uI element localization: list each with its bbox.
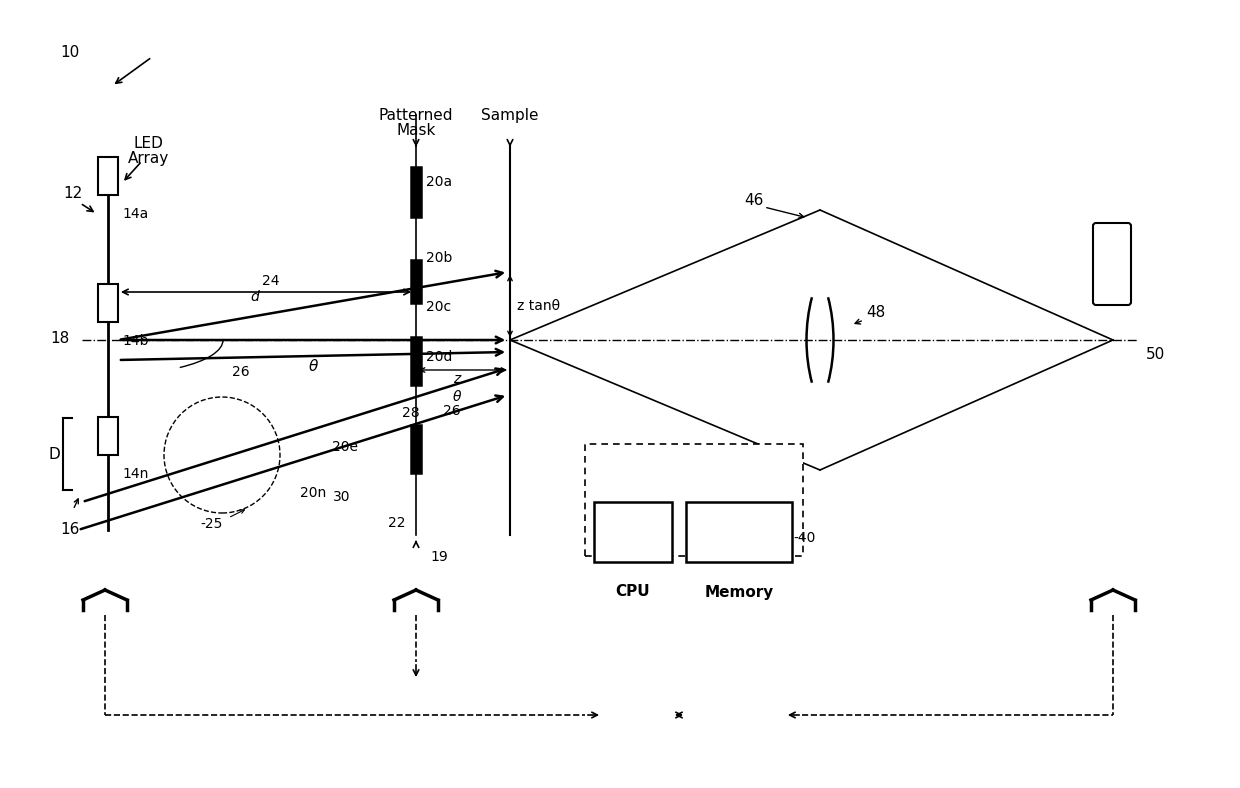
Text: z tanθ: z tanθ bbox=[517, 299, 560, 313]
Text: 44: 44 bbox=[687, 547, 704, 561]
Bar bbox=[594, 502, 672, 562]
Bar bbox=[98, 284, 118, 322]
Text: z: z bbox=[453, 372, 460, 386]
Text: 50: 50 bbox=[1146, 347, 1166, 362]
Text: $\theta$: $\theta$ bbox=[453, 388, 463, 403]
Text: -25: -25 bbox=[200, 517, 222, 531]
Text: Array: Array bbox=[128, 151, 169, 165]
Text: 20e: 20e bbox=[332, 440, 358, 454]
Text: 20d: 20d bbox=[427, 350, 453, 364]
Text: 16: 16 bbox=[60, 522, 79, 537]
Text: 10: 10 bbox=[60, 44, 79, 60]
FancyBboxPatch shape bbox=[585, 444, 804, 556]
Text: 12: 12 bbox=[63, 185, 82, 200]
Text: Sample: Sample bbox=[481, 107, 538, 122]
Text: 19: 19 bbox=[430, 550, 448, 564]
Text: -40: -40 bbox=[794, 531, 816, 545]
Bar bbox=[686, 502, 792, 562]
Text: 24: 24 bbox=[262, 274, 279, 288]
Text: 20b: 20b bbox=[427, 251, 453, 265]
Text: 48: 48 bbox=[866, 304, 885, 319]
Text: 22: 22 bbox=[388, 516, 405, 530]
Text: CPU: CPU bbox=[616, 585, 650, 600]
Bar bbox=[98, 417, 118, 455]
Text: Memory: Memory bbox=[704, 585, 774, 600]
Bar bbox=[98, 157, 118, 195]
Text: LED: LED bbox=[133, 136, 162, 151]
Text: 28: 28 bbox=[402, 406, 419, 420]
Text: 20a: 20a bbox=[427, 175, 453, 189]
Text: 42: 42 bbox=[596, 547, 614, 561]
Text: Mask: Mask bbox=[397, 122, 435, 137]
Text: 18: 18 bbox=[50, 330, 69, 345]
FancyBboxPatch shape bbox=[1092, 223, 1131, 305]
Text: 14a: 14a bbox=[122, 207, 149, 221]
Text: 14b: 14b bbox=[122, 334, 149, 348]
Text: 26: 26 bbox=[232, 365, 249, 379]
Text: Patterned: Patterned bbox=[378, 107, 454, 122]
Text: $\theta$: $\theta$ bbox=[308, 358, 319, 374]
Text: 20c: 20c bbox=[427, 300, 451, 314]
Text: 30: 30 bbox=[334, 490, 351, 504]
Text: 46: 46 bbox=[744, 192, 764, 207]
Text: 26: 26 bbox=[443, 404, 460, 418]
Text: d: d bbox=[250, 290, 259, 304]
Text: 14n: 14n bbox=[122, 467, 149, 481]
Text: 20n: 20n bbox=[300, 486, 326, 500]
Text: D: D bbox=[48, 447, 60, 462]
